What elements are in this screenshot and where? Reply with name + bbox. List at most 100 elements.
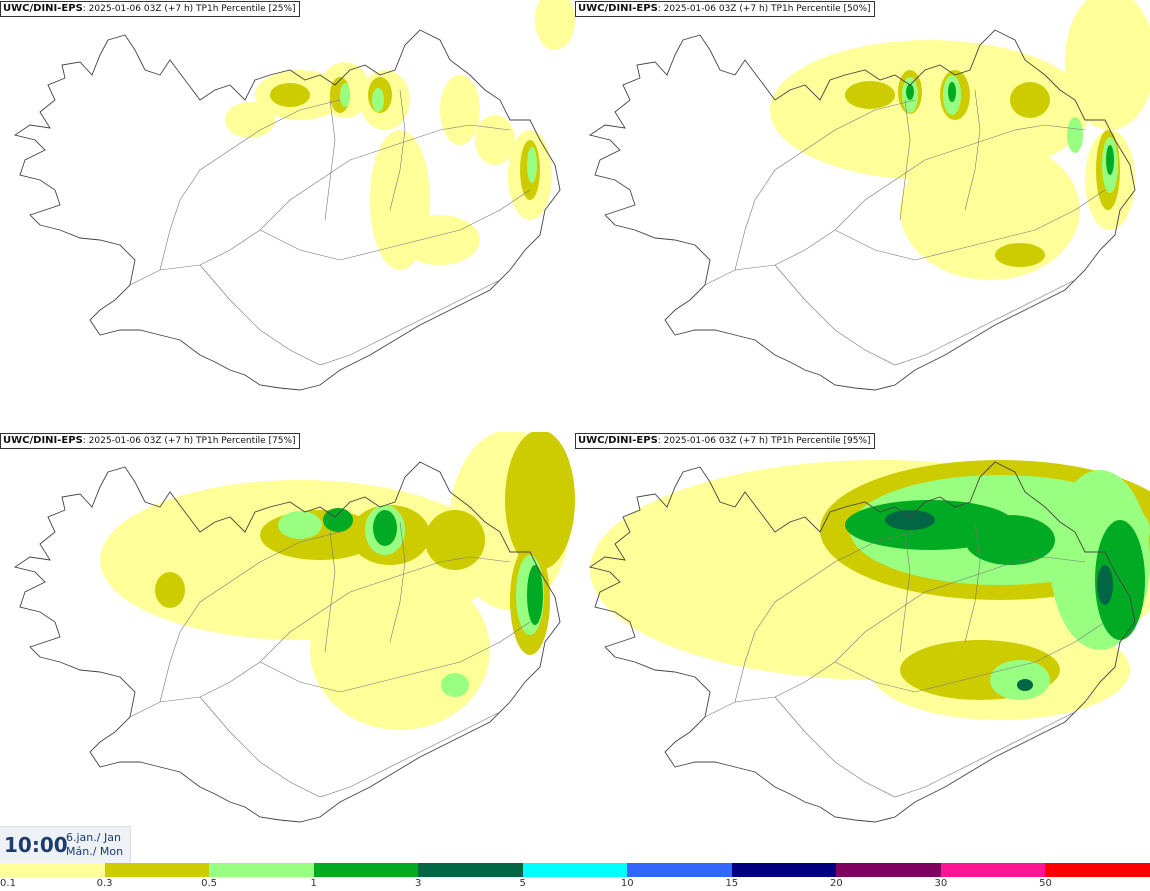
- variable-name: TP1h Percentile: [771, 436, 841, 446]
- precip-area-olive: [155, 572, 185, 608]
- road-line: [734, 531, 916, 703]
- precip-area-light: [475, 115, 515, 165]
- model-name: UWC/DINI-EPS: [3, 3, 83, 14]
- legend-swatch: [940, 863, 1047, 877]
- precip-area-green: [1106, 145, 1114, 175]
- coastline: [588, 29, 1136, 391]
- precip-map: [588, 460, 1150, 823]
- panel-title: UWC/DINI-EPS: 2025-01-06 03Z (+7 h) TP1h…: [575, 1, 875, 17]
- precip-area-light: [535, 0, 575, 50]
- road-line: [834, 189, 1106, 261]
- precip-map: [13, 0, 575, 391]
- road-line: [734, 99, 916, 271]
- road-line: [899, 99, 911, 221]
- road-line: [964, 89, 981, 211]
- precip-area-olive: [425, 510, 485, 570]
- coastline: [588, 461, 1136, 823]
- precip-map: [13, 432, 575, 823]
- precip-area-darkgreen: [1017, 679, 1033, 691]
- variable-name: TP1h Percentile: [771, 4, 841, 14]
- map-panel-p25: UWC/DINI-EPS: 2025-01-06 03Z (+7 h) TP1h…: [0, 0, 575, 432]
- legend-tick: 0.3: [96, 878, 113, 889]
- legend-swatch: [731, 863, 838, 877]
- road-line: [199, 264, 501, 366]
- precip-area-light: [225, 102, 275, 138]
- legend-tick: 10: [620, 878, 634, 889]
- road-line: [259, 621, 531, 693]
- precip-area-green: [965, 515, 1055, 565]
- legend-tick: 0.5: [201, 878, 218, 889]
- road-line: [964, 521, 981, 643]
- valid-date-line1: 6.jan./ Jan: [66, 831, 121, 844]
- precip-area-olive: [845, 81, 895, 109]
- precip-area-lightgreen: [527, 147, 537, 183]
- legend-swatch: [104, 863, 211, 877]
- legend-swatch: [627, 863, 733, 877]
- percentile-label: [50%]: [843, 4, 871, 14]
- precip-area-light: [310, 570, 490, 730]
- road-line: [324, 531, 336, 653]
- legend-swatch: [522, 863, 629, 877]
- percentile-label: [25%]: [268, 4, 296, 14]
- precip-area-lightgreen: [340, 83, 350, 107]
- run-info: 2025-01-06 03Z (+7 h): [663, 436, 769, 446]
- road-line: [834, 621, 1106, 693]
- precip-area-lightgreen: [372, 88, 384, 112]
- legend-swatch: [836, 863, 942, 877]
- precip-area-light: [1065, 0, 1150, 130]
- road-line: [389, 521, 406, 643]
- road-line: [199, 696, 501, 798]
- percentile-label: [75%]: [268, 436, 296, 446]
- precip-legend: 0.1 0.3 0.5 1 3 5 10 15 20 30 50: [0, 863, 1150, 891]
- panel-title: UWC/DINI-EPS: 2025-01-06 03Z (+7 h) TP1h…: [0, 433, 300, 449]
- legend-tick: 50: [1039, 878, 1052, 889]
- precip-area-olive: [1010, 82, 1050, 118]
- valid-date: 6.jan./ Jan Mán./ Mon: [66, 831, 123, 859]
- legend-tick: 0.1: [0, 878, 16, 889]
- valid-date-line2: Mán./ Mon: [66, 845, 124, 858]
- precip-area-light: [900, 140, 1080, 280]
- run-info: 2025-01-06 03Z (+7 h): [88, 4, 194, 14]
- model-name: UWC/DINI-EPS: [3, 435, 83, 446]
- legend-tick: 20: [829, 878, 843, 889]
- coastline: [13, 461, 561, 823]
- title-colon: :: [657, 436, 664, 446]
- legend-swatch: [313, 863, 420, 877]
- run-info: 2025-01-06 03Z (+7 h): [663, 4, 769, 14]
- precip-area-green: [373, 510, 397, 546]
- precip-area-green: [527, 565, 543, 625]
- map-panel-p50: UWC/DINI-EPS: 2025-01-06 03Z (+7 h) TP1h…: [575, 0, 1150, 432]
- precip-map: [588, 0, 1150, 391]
- model-name: UWC/DINI-EPS: [578, 3, 658, 14]
- panel-title: UWC/DINI-EPS: 2025-01-06 03Z (+7 h) TP1h…: [575, 433, 875, 449]
- legend-tick: 1: [310, 878, 317, 889]
- title-colon: :: [82, 436, 89, 446]
- precip-area-light: [400, 215, 480, 265]
- precip-area-light: [440, 75, 480, 145]
- precip-area-lightgreen: [278, 511, 322, 539]
- valid-time-box: 10:00 6.jan./ Jan Mán./ Mon: [0, 826, 131, 863]
- precip-area-lightgreen: [441, 673, 469, 697]
- legend-swatch: [209, 863, 315, 877]
- model-name: UWC/DINI-EPS: [578, 435, 658, 446]
- percentile-label: [95%]: [843, 436, 871, 446]
- panel-title: UWC/DINI-EPS: 2025-01-06 03Z (+7 h) TP1h…: [0, 1, 300, 17]
- legend-tick: 5: [519, 878, 526, 889]
- title-colon: :: [657, 4, 664, 14]
- road-line: [774, 696, 1076, 798]
- road-line: [159, 531, 341, 703]
- precip-area-olive: [995, 243, 1045, 267]
- coastline: [13, 29, 561, 391]
- precip-area-darkgreen: [1097, 565, 1113, 605]
- variable-name: TP1h Percentile: [196, 4, 266, 14]
- legend-swatch: [418, 863, 524, 877]
- road-line: [774, 264, 1076, 366]
- precip-area-green: [948, 82, 956, 102]
- legend-tick: 15: [725, 878, 739, 889]
- road-line: [389, 89, 406, 211]
- run-info: 2025-01-06 03Z (+7 h): [88, 436, 194, 446]
- legend-swatch: [0, 863, 106, 877]
- legend-tick: 30: [934, 878, 948, 889]
- valid-time: 10:00: [4, 833, 68, 857]
- road-line: [259, 189, 531, 261]
